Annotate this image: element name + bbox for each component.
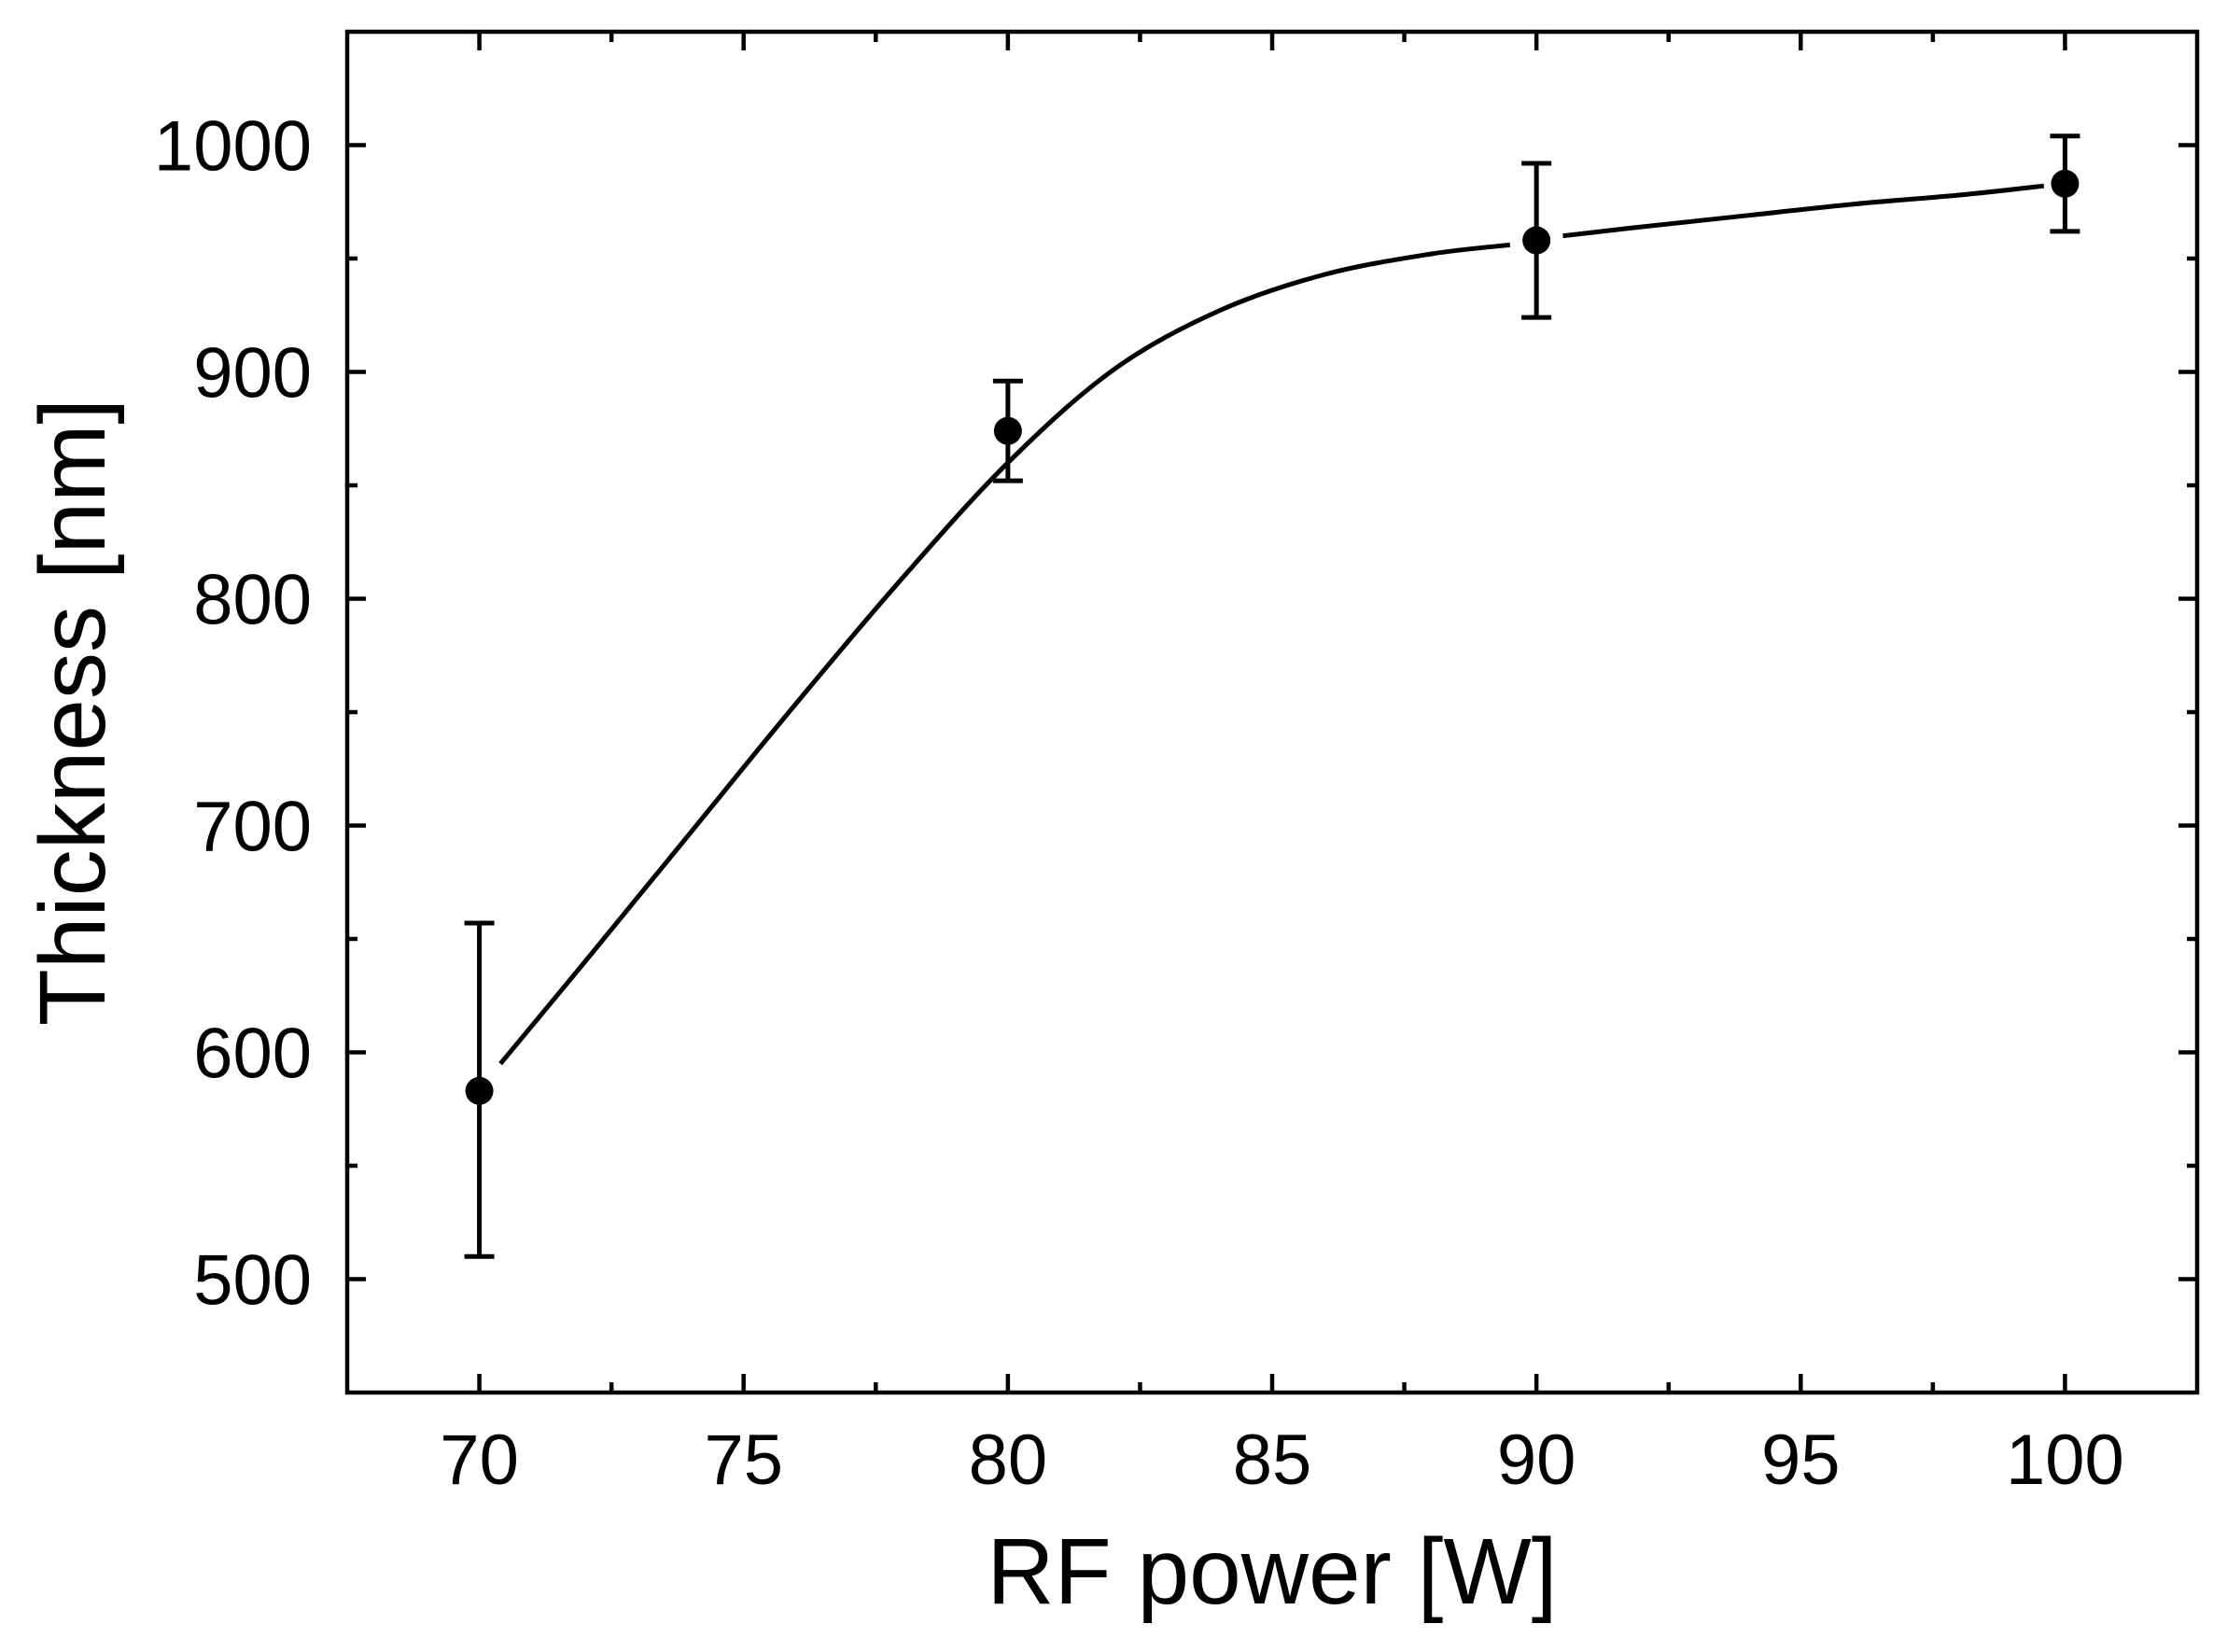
data-point [993, 416, 1022, 445]
x-tick-label: 95 [1761, 1421, 1841, 1500]
x-tick-label: 90 [1497, 1421, 1576, 1500]
y-axis-ticks [347, 143, 2197, 1281]
y-tick-label: 900 [193, 334, 312, 413]
x-axis-tick-labels: 70 75 80 85 90 95 100 [440, 1421, 2124, 1500]
x-tick-label: 70 [440, 1421, 519, 1500]
data-markers [465, 169, 2080, 1105]
x-axis-title: RF power [W] [987, 1519, 1557, 1624]
x-tick-label: 85 [1233, 1421, 1312, 1500]
data-point [465, 1076, 494, 1105]
x-tick-label: 100 [2006, 1421, 2124, 1500]
y-tick-label: 600 [193, 1015, 312, 1094]
fit-curve [498, 183, 2045, 1066]
x-tick-label: 80 [969, 1421, 1048, 1500]
y-axis-tick-labels: 500 600 700 800 900 1000 [154, 107, 312, 1321]
data-point [2051, 169, 2080, 198]
y-axis-title: Thickness [nm] [21, 399, 125, 1026]
y-tick-label: 500 [193, 1241, 312, 1321]
x-tick-label: 75 [704, 1421, 783, 1500]
x-axis-ticks [477, 32, 2067, 1393]
plot-frame [344, 29, 2200, 1395]
y-tick-label: 1000 [154, 107, 312, 187]
error-bars [464, 133, 2080, 1259]
y-tick-label: 700 [193, 788, 312, 867]
y-tick-label: 800 [193, 561, 312, 640]
data-point [1522, 226, 1551, 255]
